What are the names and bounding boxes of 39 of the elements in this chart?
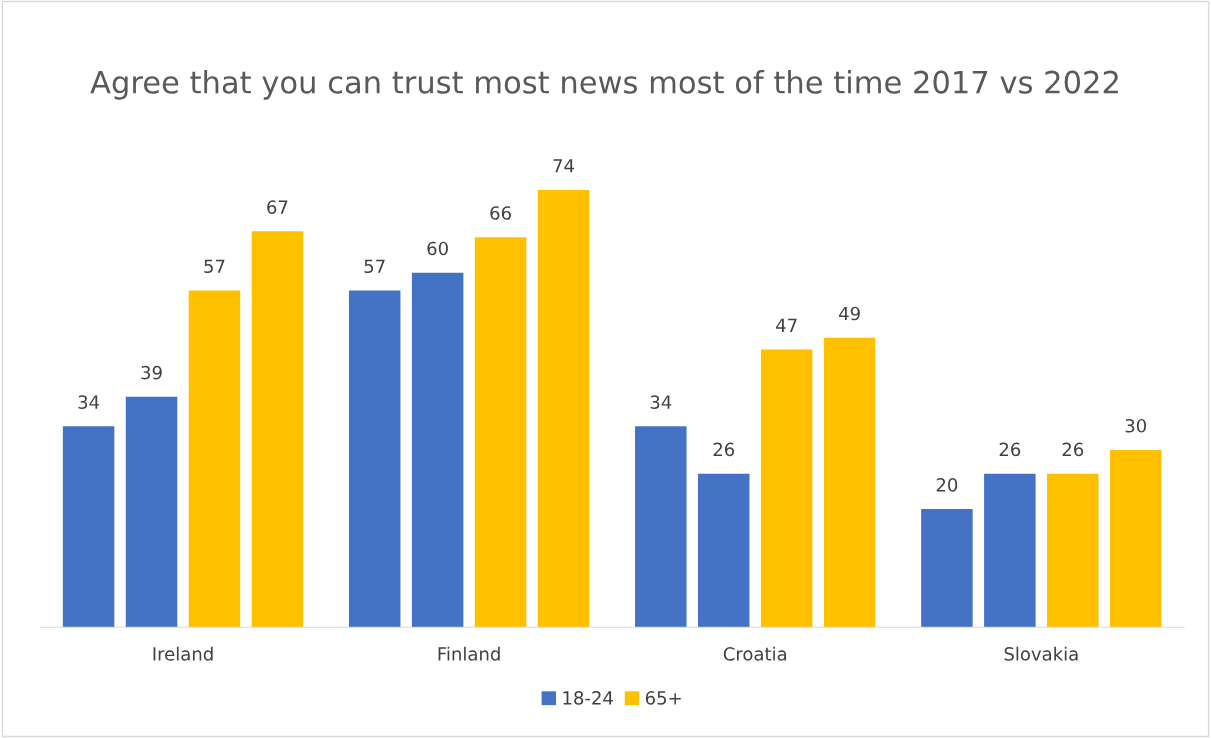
data-label: 20 — [936, 478, 958, 492]
bar — [251, 231, 304, 628]
data-label: 26 — [999, 442, 1021, 457]
data-label: 74 — [553, 159, 574, 173]
bar — [760, 349, 813, 628]
data-label: 67 — [267, 200, 288, 214]
bar — [1109, 450, 1162, 628]
x-tick-label: Ireland — [153, 646, 213, 661]
bar — [635, 426, 687, 628]
data-label: 34 — [78, 395, 100, 409]
bar — [823, 337, 876, 628]
data-label: 66 — [490, 206, 511, 220]
bar — [984, 473, 1036, 628]
bar — [537, 189, 590, 628]
bar — [348, 290, 401, 628]
data-label: 26 — [1062, 442, 1084, 457]
bar — [921, 509, 973, 628]
legend-label: 65+ — [645, 691, 681, 705]
data-label: 34 — [650, 395, 672, 409]
x-tick-label: Finland — [438, 646, 500, 661]
data-label: 47 — [776, 318, 797, 332]
data-label: 39 — [141, 365, 162, 380]
bar — [125, 396, 178, 628]
bar — [411, 272, 464, 628]
data-label: 60 — [427, 241, 448, 256]
bar — [474, 237, 527, 628]
data-label: 26 — [713, 442, 735, 457]
bar — [697, 473, 750, 628]
x-tick-label: Croatia — [723, 646, 787, 661]
bar — [62, 426, 115, 628]
bar — [1047, 473, 1099, 628]
chart-title: Agree that you can trust most news most of the time 2017 vs 2022 — [90, 70, 1118, 100]
legend-label: 18-24 — [563, 691, 613, 705]
data-label: 57 — [204, 259, 225, 274]
data-label: 49 — [839, 306, 860, 321]
data-label: 57 — [364, 259, 385, 274]
data-label: 30 — [1125, 418, 1147, 433]
x-tick-label: Slovakia — [1004, 646, 1078, 661]
bar — [188, 290, 241, 628]
